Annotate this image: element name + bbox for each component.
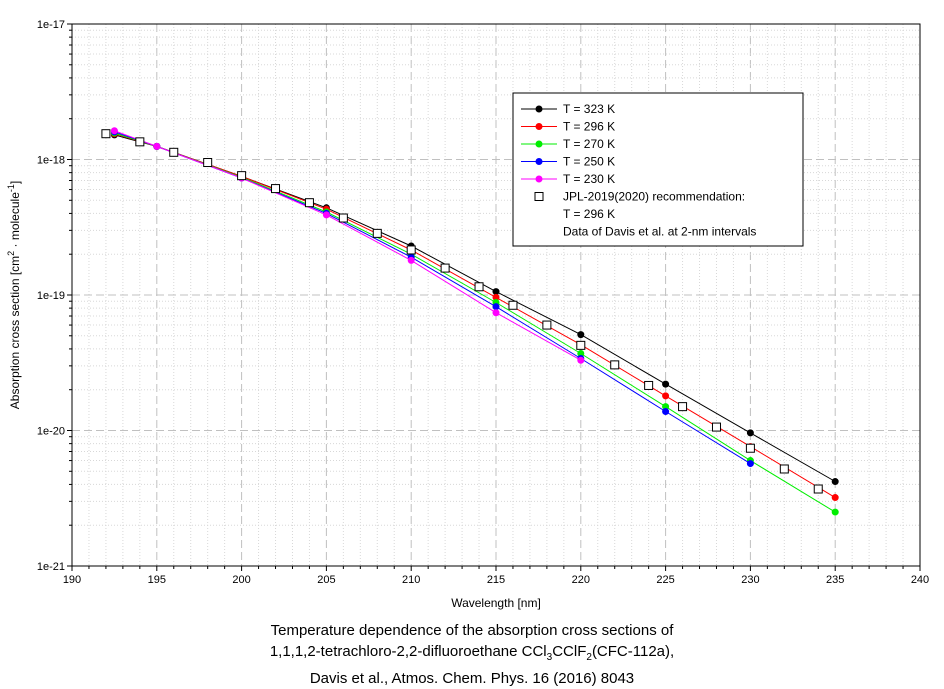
y-tick-label: 1e-17 — [37, 19, 65, 31]
data-point — [304, 198, 314, 208]
data-point — [492, 309, 500, 317]
data-point — [813, 484, 823, 494]
data-point — [237, 171, 247, 181]
series-5 — [101, 129, 823, 494]
x-tick-label: 215 — [487, 574, 505, 586]
legend-label: T = 296 K — [563, 120, 615, 134]
legend-label: T = 250 K — [563, 155, 615, 169]
data-point — [711, 422, 721, 432]
legend-label: T = 323 K — [563, 102, 615, 116]
x-tick-label: 225 — [656, 574, 674, 586]
legend-marker — [534, 192, 544, 201]
caption-line-1: Temperature dependence of the absorption… — [270, 622, 674, 639]
legend: T = 323 K T = 296 K T = 270 K T = 250 K T = … — [512, 92, 804, 247]
legend-item-1: T = 296 K — [521, 120, 615, 134]
data-point — [746, 429, 754, 437]
data-point — [662, 380, 670, 388]
legend-item-3: T = 250 K — [521, 155, 615, 169]
legend-label: T = 270 K — [563, 137, 615, 151]
data-point — [831, 508, 839, 516]
data-point — [271, 184, 281, 194]
caption: Temperature dependence of the absorption… — [0, 620, 944, 689]
data-point — [644, 380, 654, 390]
legend-marker — [535, 175, 543, 183]
data-point — [406, 245, 416, 255]
data-point — [577, 350, 585, 358]
data-point — [779, 464, 789, 474]
x-tick-label: 205 — [317, 574, 335, 586]
legend-item-2: T = 270 K — [521, 137, 615, 151]
x-tick-label: 210 — [402, 574, 420, 586]
data-point — [576, 340, 586, 350]
x-axis-label: Wavelength [nm] — [451, 596, 541, 610]
data-point — [662, 403, 670, 411]
data-point — [610, 360, 620, 370]
data-point — [110, 127, 118, 135]
y-tick-label: 1e-20 — [37, 426, 65, 438]
caption-line-2: 1,1,1,2-tetrachloro-2,2-difluoroethane C… — [269, 643, 675, 663]
data-point — [492, 288, 500, 296]
data-point — [508, 300, 518, 310]
y-tick-label: 1e-19 — [37, 290, 65, 302]
legend-marker — [535, 158, 543, 165]
x-tick-label: 195 — [148, 574, 166, 586]
legend-label: JPL-2019(2020) recommendation: — [563, 190, 745, 204]
data-point — [153, 142, 161, 150]
legend-marker — [535, 140, 543, 148]
x-axis: 190 195 200 205 210 215 220 225 230 235 240 — [63, 566, 929, 586]
series-4 — [110, 127, 585, 364]
data-point — [542, 320, 552, 330]
series-line — [114, 130, 582, 361]
y-tick-label: 1e-18 — [37, 155, 65, 167]
legend-item-0: T = 323 K — [521, 102, 615, 116]
data-point — [440, 263, 450, 273]
data-point — [322, 211, 330, 219]
y-axis-label: Absorption cross section [cm2 · molecule… — [6, 181, 22, 409]
y-axis: 1e-21 1e-20 1e-19 1e-18 1e-17 — [37, 19, 72, 573]
series-group — [101, 127, 839, 516]
x-tick-label: 190 — [63, 574, 81, 586]
data-point — [662, 408, 670, 416]
y-tick-label: 1e-21 — [37, 561, 65, 573]
legend-marker — [535, 105, 543, 113]
data-point — [135, 137, 145, 147]
data-point — [407, 256, 415, 264]
x-tick-label: 200 — [232, 574, 250, 586]
data-point — [372, 228, 382, 238]
x-tick-label: 230 — [741, 574, 759, 586]
data-point — [831, 494, 839, 502]
data-point — [474, 282, 484, 292]
chart: 190 195 200 205 210 215 220 225 230 235 240 1e-211… — [6, 19, 929, 610]
data-point — [831, 478, 839, 486]
data-point — [745, 443, 755, 453]
x-tick-label: 240 — [911, 574, 929, 586]
legend-label: Data of Davis et al. at 2-nm intervals — [563, 225, 756, 239]
data-point — [492, 293, 500, 301]
legend-label: T = 230 K — [563, 172, 615, 186]
data-point — [662, 392, 670, 400]
data-point — [746, 460, 754, 468]
legend-item-4: T = 230 K — [521, 172, 615, 186]
legend-box — [512, 92, 804, 247]
data-point — [169, 147, 179, 157]
x-tick-label: 220 — [572, 574, 590, 586]
data-point — [577, 356, 585, 364]
data-point — [577, 331, 585, 339]
legend-marker — [535, 123, 543, 130]
legend-label: T = 296 K — [563, 207, 615, 221]
data-point — [678, 402, 688, 412]
data-point — [203, 158, 213, 168]
data-point — [492, 303, 500, 311]
legend-item-5: JPL-2019(2020) recommendation: T = 296 K D… — [534, 190, 756, 239]
caption-line-3: Davis et al., Atmos. Chem. Phys. 16 (201… — [309, 670, 635, 687]
data-point — [101, 129, 111, 139]
data-point — [338, 213, 348, 223]
x-tick-label: 235 — [826, 574, 844, 586]
